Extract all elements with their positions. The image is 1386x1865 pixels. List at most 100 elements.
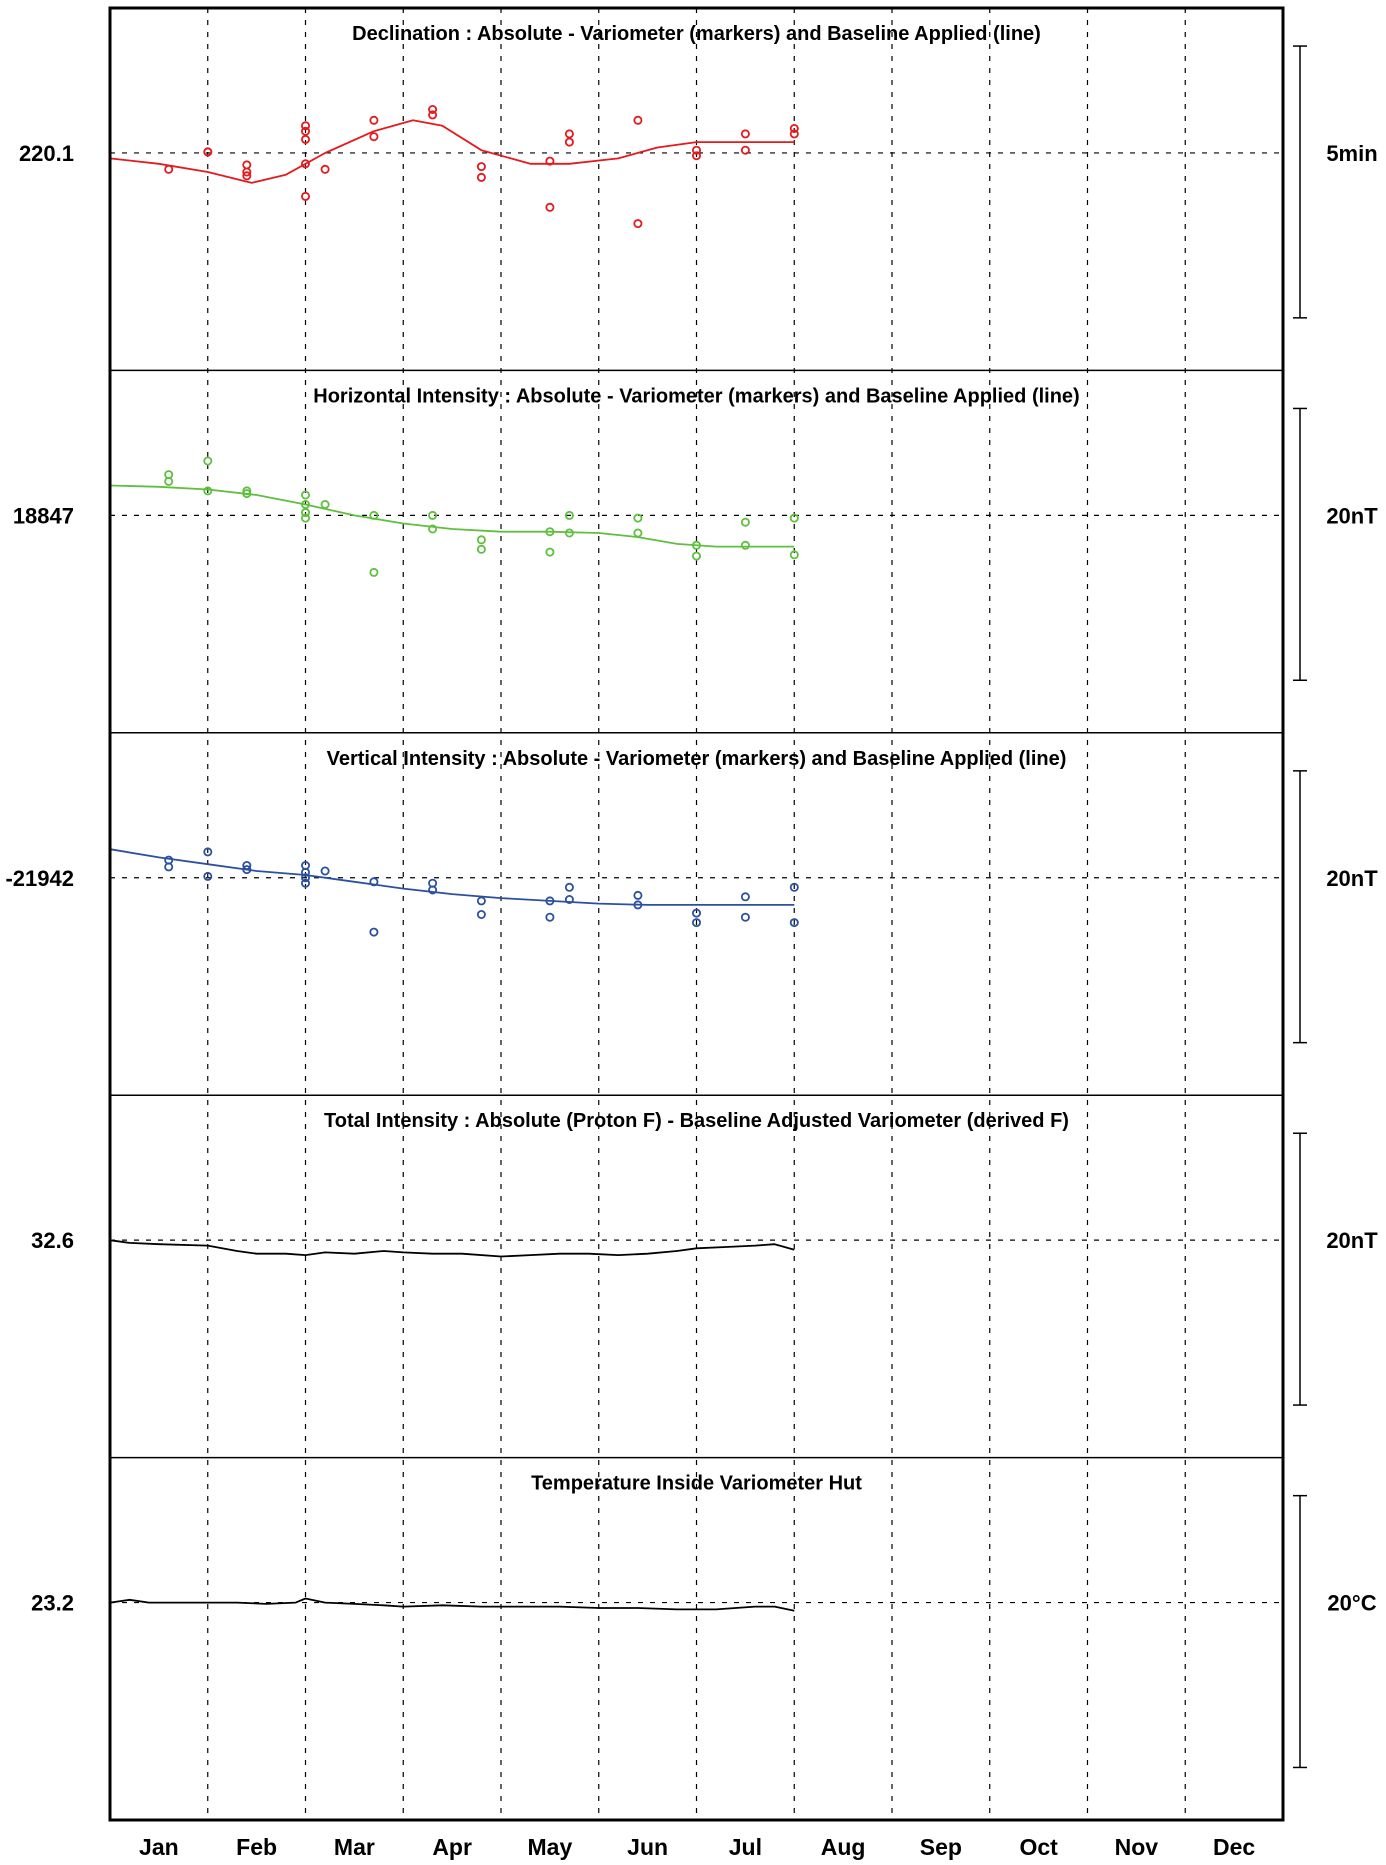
- data-point: [369, 927, 379, 937]
- data-point: [300, 159, 310, 169]
- month-label: Feb: [236, 1834, 277, 1860]
- data-point: [633, 115, 643, 125]
- data-point: [428, 524, 438, 534]
- data-point: [300, 513, 310, 523]
- data-point: [300, 878, 310, 888]
- baseline-label: 220.1: [19, 141, 74, 166]
- series-line-declination: [109, 119, 795, 184]
- data-point: [242, 865, 252, 875]
- data-point: [428, 885, 438, 895]
- month-label: Mar: [334, 1834, 375, 1860]
- data-point: [369, 567, 379, 577]
- data-point: [692, 908, 702, 918]
- data-point: [789, 124, 799, 134]
- data-point: [740, 892, 750, 902]
- data-point: [203, 147, 213, 157]
- scale-label: 20°C: [1327, 1591, 1376, 1616]
- data-point: [564, 882, 574, 892]
- panel-declination: Declination : Absolute - Variometer (mar…: [19, 23, 1378, 319]
- data-point: [633, 528, 643, 538]
- data-point: [692, 145, 702, 155]
- data-point: [164, 862, 174, 872]
- data-point: [633, 219, 643, 229]
- month-label: Nov: [1115, 1834, 1159, 1860]
- panel-title: Declination : Absolute - Variometer (mar…: [352, 23, 1041, 45]
- data-point: [428, 105, 438, 115]
- panel-vertical-intensity: Vertical Intensity : Absolute - Variomet…: [5, 732, 1378, 1044]
- series-line-temperature: [109, 1597, 795, 1612]
- panel-title: Total Intensity : Absolute (Proton F) - …: [324, 1110, 1069, 1132]
- data-point: [300, 126, 310, 136]
- data-point: [789, 129, 799, 139]
- data-point: [300, 508, 310, 518]
- data-point: [545, 202, 555, 212]
- series-line-vertical-intensity: [109, 848, 795, 906]
- panels-layer: Declination : Absolute - Variometer (mar…: [5, 23, 1378, 1769]
- data-point: [692, 151, 702, 161]
- month-label: Oct: [1019, 1834, 1058, 1860]
- grid-layer: [207, 8, 1186, 1820]
- scale-label: 5min: [1326, 141, 1377, 166]
- data-point: [545, 527, 555, 537]
- baseline-label: 18847: [13, 503, 74, 528]
- data-point: [740, 145, 750, 155]
- data-point: [740, 129, 750, 139]
- scale-label: 20nT: [1326, 1228, 1378, 1253]
- data-point: [545, 156, 555, 166]
- data-point: [564, 129, 574, 139]
- data-point: [545, 547, 555, 557]
- month-label: Jan: [139, 1834, 179, 1860]
- panel-total-intensity: Total Intensity : Absolute (Proton F) - …: [31, 1094, 1378, 1406]
- data-point: [369, 132, 379, 142]
- data-point: [320, 164, 330, 174]
- panel-title: Vertical Intensity : Absolute - Variomet…: [327, 748, 1067, 770]
- data-point: [740, 540, 750, 550]
- plot-frame: [108, 6, 1285, 1822]
- data-point: [633, 513, 643, 523]
- data-point: [300, 121, 310, 131]
- data-point: [789, 882, 799, 892]
- data-point: [476, 910, 486, 920]
- data-point: [369, 877, 379, 887]
- data-point: [164, 476, 174, 486]
- baseline-label: -21942: [5, 866, 74, 891]
- data-point: [320, 866, 330, 876]
- baseline-label: 32.6: [31, 1228, 74, 1253]
- data-point: [476, 172, 486, 182]
- data-point: [564, 895, 574, 905]
- data-point: [564, 510, 574, 520]
- data-point: [789, 513, 799, 523]
- data-point: [428, 510, 438, 520]
- data-point: [203, 847, 213, 857]
- month-label: Apr: [432, 1834, 472, 1860]
- data-point: [164, 164, 174, 174]
- data-point: [369, 115, 379, 125]
- x-axis: Jan Feb Mar Apr May Jun Jul Aug Sep Oct Nov Dec: [139, 1834, 1255, 1860]
- data-point: [740, 517, 750, 527]
- data-point: [300, 490, 310, 500]
- data-point: [789, 918, 799, 928]
- panel-title: Horizontal Intensity : Absolute - Variom…: [313, 385, 1079, 407]
- data-point: [203, 456, 213, 466]
- data-point: [300, 873, 310, 883]
- scale-label: 20nT: [1326, 866, 1378, 891]
- data-point: [476, 162, 486, 172]
- panel-horizontal-intensity: Horizontal Intensity : Absolute - Variom…: [13, 369, 1378, 682]
- month-label: Aug: [821, 1834, 866, 1860]
- data-point: [242, 167, 252, 177]
- month-label: May: [528, 1834, 573, 1860]
- data-point: [545, 912, 555, 922]
- panel-title: Temperature Inside Variometer Hut: [531, 1473, 862, 1495]
- data-point: [203, 871, 213, 881]
- data-point: [242, 160, 252, 170]
- baseline-label: 23.2: [31, 1591, 74, 1616]
- data-point: [320, 499, 330, 509]
- data-point: [203, 486, 213, 496]
- month-label: Jul: [729, 1834, 762, 1860]
- data-point: [564, 528, 574, 538]
- data-point: [692, 918, 702, 928]
- data-point: [692, 540, 702, 550]
- panel-temperature: Temperature Inside Variometer Hut 23.2 20°…: [31, 1456, 1377, 1769]
- data-point: [789, 550, 799, 560]
